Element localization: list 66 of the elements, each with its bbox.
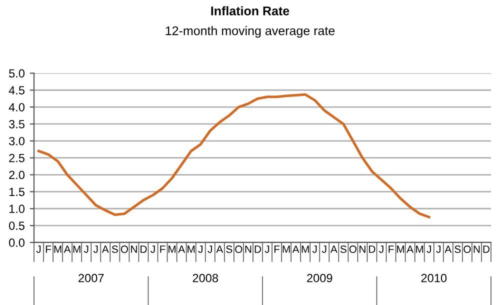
text: 2008 [192,274,218,282]
x-tick-label: M [416,246,424,253]
x-tick-label: S [454,246,461,253]
x-tick-label: M [168,246,176,253]
line-series [38,93,430,218]
x-tick-label: F [274,246,280,253]
x-tick-label: F [160,246,166,253]
x-tick-label: O [120,246,128,253]
x-tick-label: A [178,246,186,253]
y-tick-label: 1.0 [9,204,25,214]
chart-subtitle: 12-month moving average rate [166,26,335,38]
text: 2007 [78,274,104,282]
chart-title: Inflation Rate [211,6,290,16]
x-tick-label: J [84,246,88,253]
x-tick-label: J [426,246,431,253]
x-tick-label: M [302,246,309,253]
x-tick-label: M [73,246,80,253]
text: 2010 [421,274,447,282]
x-tick-label: N [131,246,137,253]
y-tick-label: 3.5 [9,120,24,128]
x-tick-label: M [54,246,62,253]
x-tick-label: N [245,246,252,253]
x-tick-label: D [483,246,490,253]
x-tick-label: N [474,246,480,253]
x-tick-label: A [406,246,414,253]
x-tick-label: A [64,246,71,253]
x-tick-label: J [150,246,155,253]
x-tick-label: O [235,246,242,253]
x-tick-label: D [369,246,376,253]
x-tick-label: S [112,246,118,253]
x-tick-label: M [188,246,195,253]
x-tick-label: M [397,246,404,253]
x-tick-label: A [444,246,452,253]
x-tick-label: A [292,246,300,253]
x-tick-label: J [322,246,326,253]
x-tick-label: D [254,246,262,253]
text: 2009 [307,274,332,282]
y-tick-label: 0.0 [9,238,25,247]
x-tick-label: J [379,246,384,253]
x-tick-label: J [93,246,98,253]
y-tick-label: 4.5 [8,86,24,95]
x-tick-label: A [330,246,338,253]
x-tick-label: F [46,246,52,253]
y-tick-label: 4.0 [8,103,25,112]
x-tick-label: J [198,246,202,253]
x-tick-label: M [282,246,290,253]
x-tick-label: N [360,246,366,253]
y-tick-label: 0.5 [9,222,24,230]
x-tick-label: D [140,246,147,253]
x-tick-label: J [264,246,270,253]
x-tick-label: S [226,246,232,253]
x-tick-label: A [102,246,109,253]
x-tick-label: A [216,246,224,253]
y-tick-label: 2.5 [9,154,24,162]
y-tick-label: 2.0 [9,170,25,180]
x-tick-label: J [208,246,212,253]
x-tick-label: J [436,246,440,253]
y-tick-label: 3.0 [9,136,25,146]
x-tick-label: O [349,246,356,253]
x-tick-label: O [464,246,471,253]
x-tick-label: J [312,246,317,253]
x-tick-label: S [340,246,346,253]
x-tick-label: J [36,246,41,253]
y-tick-label: 1.5 [9,188,24,196]
x-tick-label: F [388,246,394,253]
y-tick-label: 5.0 [9,69,25,78]
